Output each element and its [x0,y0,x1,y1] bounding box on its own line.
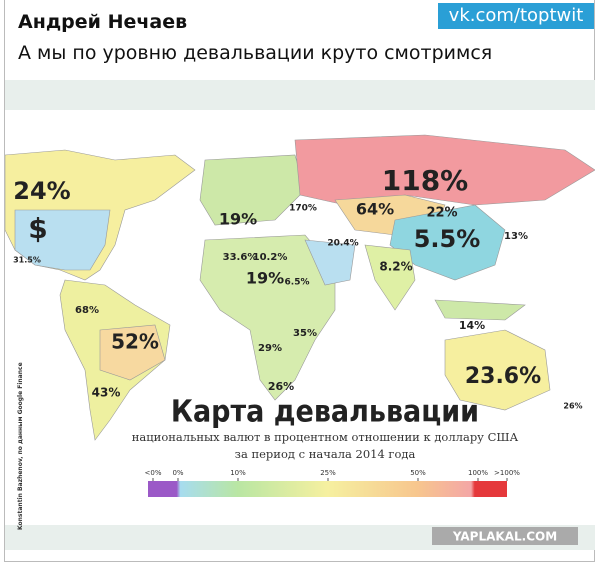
map-label: 31.5% [13,256,41,265]
map-label: 68% [75,305,99,316]
map-label: 35% [293,328,317,339]
map-label: 24% [13,177,70,205]
map-label: 26% [563,402,582,411]
indonesia [434,299,526,321]
legend-label: 100% [468,469,488,477]
map-label: 118% [382,164,469,197]
legend-label: >100% [494,469,520,477]
map-top-band [5,80,595,110]
map-label: 43% [92,386,121,400]
legend-label: 10% [230,469,246,477]
map-label: 6.5% [285,278,310,288]
arabia [304,239,356,286]
europe [199,154,306,226]
map-label: 52% [111,330,159,354]
map-label: 8.2% [379,260,412,274]
legend-label: 0% [172,469,183,477]
legend-label: <0% [145,469,162,477]
brazil [99,324,166,381]
source: Konstantin Bazhenov, по данным Google Fi… [17,362,24,530]
map-label: 64% [356,200,394,219]
map-subtitle: национальных валют в процентном отношени… [132,430,519,444]
map-label: 26% [268,380,294,393]
map-label: 23.6% [465,364,541,389]
map: 118%64% 22%5.5% 13%24%$ 19%33.6%10.2%19% 6.5… [5,80,595,550]
map-label: 19% [246,269,284,288]
map-label: 13% [504,231,528,242]
usa [14,209,111,271]
map-label: 14% [459,319,485,332]
map-label: 33.6% [223,252,258,263]
legend-label: 25% [320,469,336,477]
india [364,244,416,311]
watermark-box [432,527,578,545]
legend-label: 50% [410,469,426,477]
map-label: 19% [219,210,257,229]
continents [5,134,595,441]
map-label: 29% [258,343,282,354]
badge[interactable]: vk.com/toptwit [438,3,594,29]
legend-bar [148,481,507,497]
australia [444,329,551,411]
author[interactable]: Андрей Нечаев [18,11,188,33]
map-title: Карта девальвации [171,395,479,430]
russia [294,134,595,206]
post-text: А мы по уровню девальвации круто смотрим… [18,42,493,64]
map-label: 10.2% [253,252,288,263]
map-label: $ [28,212,47,245]
map-label: 5.5% [414,225,481,253]
map-label: 22% [426,206,457,221]
watermark: YAPLAKAL.COM [452,530,557,544]
map-label: 20.4% [327,239,358,249]
map-subtitle: за период с начала 2014 года [235,447,416,461]
map-label: 170% [289,204,317,214]
